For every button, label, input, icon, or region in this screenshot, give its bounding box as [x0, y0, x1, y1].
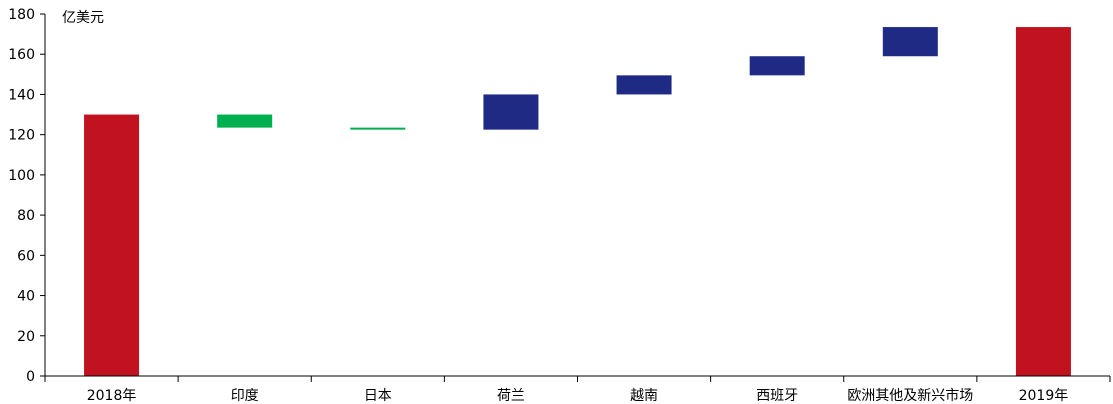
y-axis-unit-label: 亿美元 — [62, 10, 104, 26]
y-tick-label: 100 — [8, 168, 35, 184]
x-category-label: 西班牙 — [756, 388, 798, 404]
y-tick-label: 120 — [8, 128, 35, 144]
x-category-label: 印度 — [231, 388, 259, 404]
y-tick-label: 20 — [17, 329, 35, 345]
y-tick-label: 160 — [8, 47, 35, 63]
y-tick-label: 140 — [8, 87, 35, 103]
y-axis: 0 20 40 60 80 100 120 140 160 180 — [8, 7, 46, 385]
bar-increase — [749, 56, 805, 76]
x-category-label: 越南 — [630, 388, 658, 404]
y-tick-label: 0 — [26, 369, 35, 385]
x-category-label: 2018年 — [87, 388, 137, 404]
bars-group — [84, 27, 1071, 377]
x-category-label: 2019年 — [1019, 388, 1069, 404]
x-axis: 2018年 印度 日本 荷兰 越南 西班牙 欧洲其他及新兴市场 2019年 — [44, 375, 1111, 404]
x-category-label: 日本 — [364, 388, 392, 404]
bar-increase — [483, 94, 539, 130]
y-tick-label: 180 — [8, 7, 35, 23]
bar-total — [84, 114, 140, 377]
x-category-label: 荷兰 — [497, 388, 525, 404]
bar-total — [1015, 27, 1071, 376]
bar-increase — [882, 27, 938, 57]
x-category-label: 欧洲其他及新兴市场 — [847, 387, 973, 404]
bar-decrease — [217, 114, 273, 128]
y-tick-label: 60 — [17, 248, 35, 264]
y-tick-label: 40 — [17, 289, 35, 305]
bar-decrease — [350, 127, 406, 130]
bar-increase — [616, 75, 672, 95]
y-tick-label: 80 — [17, 208, 35, 224]
